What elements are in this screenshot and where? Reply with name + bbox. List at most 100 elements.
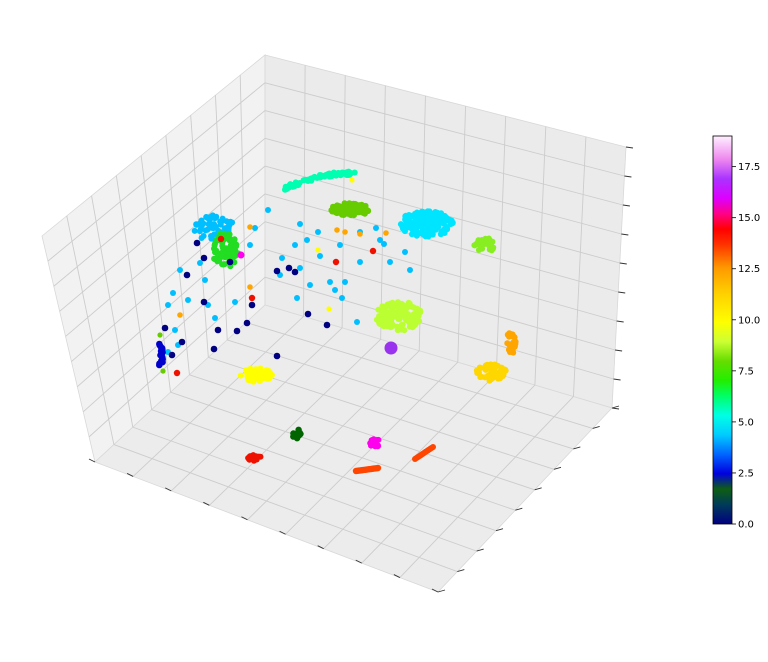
x-axis-tick <box>203 501 210 506</box>
scatter-point <box>296 180 303 186</box>
gridline-back-horizontal <box>264 276 614 380</box>
gridline-back-vertical <box>495 116 507 374</box>
z-axis-tick <box>622 204 630 207</box>
scatter-point <box>297 221 303 227</box>
scatter-point <box>361 203 368 210</box>
scatter-point <box>402 249 408 255</box>
scatter-point <box>247 453 253 460</box>
scatter-point <box>447 221 454 228</box>
scatter-point <box>374 442 381 449</box>
x-axis-tick <box>88 458 96 463</box>
x-axis-tick <box>431 588 439 593</box>
gridline-left-horizontal <box>65 165 266 337</box>
gridline-left-vertical <box>165 135 190 375</box>
scatter-point <box>387 259 393 265</box>
scatter-point <box>197 260 203 266</box>
scatter-point <box>369 247 377 255</box>
scatter-point <box>156 361 163 369</box>
scatter-point <box>217 221 224 228</box>
scatter-point <box>408 222 415 229</box>
scatter-point <box>379 303 386 310</box>
scatter-point <box>413 221 420 228</box>
scatter-point <box>304 237 310 243</box>
scatter-point <box>391 313 397 319</box>
scatter-point <box>263 367 270 374</box>
gridline-floor-x <box>247 350 420 521</box>
colorbar-tick-label: 17.5 <box>738 162 760 173</box>
y-axis-tick <box>573 446 581 450</box>
gridline-back-vertical <box>534 126 547 386</box>
colorbar-tick-label: 2.5 <box>738 468 754 479</box>
scatter-point <box>444 225 451 232</box>
z-axis-tick <box>616 320 624 323</box>
y-axis-tick <box>457 569 465 572</box>
gridline-floor-y <box>189 374 535 491</box>
colorbar-tick-label: 12.5 <box>738 264 760 275</box>
scatter-point <box>342 229 348 235</box>
scatter-point <box>332 258 340 266</box>
scatter-point <box>173 369 181 377</box>
scatter-point <box>343 169 350 176</box>
scatter-point <box>504 340 511 347</box>
x-axis-tick <box>165 487 172 492</box>
scatter-point <box>430 444 436 450</box>
scatter-point <box>279 255 285 261</box>
scatter-point <box>476 241 483 248</box>
scatter-point <box>212 224 219 231</box>
scatter-point <box>380 322 387 328</box>
scatter-point <box>216 257 223 264</box>
scatter-point <box>407 267 413 273</box>
scatter-point <box>497 375 504 382</box>
gridline-left-vertical <box>115 175 153 410</box>
scatter-point <box>170 290 176 296</box>
gridline-left-horizontal <box>59 137 266 312</box>
gridline-left-vertical <box>66 215 115 445</box>
scatter-point <box>265 207 271 213</box>
scatter-point <box>351 169 358 176</box>
scatter-point <box>289 183 296 190</box>
scatter-points <box>156 168 519 475</box>
gridline-floor-y <box>113 444 458 572</box>
scatter-point <box>197 226 204 232</box>
scatter-point <box>211 245 218 252</box>
scatter-point <box>424 208 431 215</box>
z-axis-tick <box>611 407 620 410</box>
z-axis-tick <box>621 233 629 236</box>
scatter-point <box>395 301 402 307</box>
scatter-point <box>410 311 417 318</box>
scatter-point <box>315 247 321 253</box>
scatter-point <box>333 210 340 217</box>
scatter-point <box>214 326 222 334</box>
scatter-point <box>260 375 267 381</box>
scatter-point <box>193 239 201 247</box>
scatter-point <box>257 367 264 374</box>
scatter-point <box>429 230 436 237</box>
scatter-point <box>273 267 281 275</box>
scatter-point <box>373 225 379 231</box>
x-axis-tick <box>355 559 362 564</box>
scatter-point <box>380 310 387 317</box>
scatter-point <box>510 339 517 345</box>
scatter-point <box>397 221 404 228</box>
x-axis-tick <box>126 473 134 477</box>
scatter-point <box>172 327 178 333</box>
scatter-point <box>511 343 518 350</box>
gridline-back-horizontal <box>264 110 624 206</box>
gridline-back-horizontal <box>264 193 619 293</box>
y-axis-tick <box>495 528 504 532</box>
scatter-point <box>474 370 481 376</box>
scatter-point <box>267 371 274 378</box>
colorbar: 0.0 2.5 5.0 7.5 10.0 12.5 15.0 17.5 <box>712 135 760 531</box>
scatter-point <box>433 210 440 217</box>
scatter-point <box>210 345 218 353</box>
gridline-left-vertical <box>239 75 247 323</box>
scatter-point <box>185 297 191 303</box>
scatter-point <box>402 212 409 219</box>
scatter-point <box>504 331 511 338</box>
scatter-point <box>406 300 413 307</box>
scatter-point <box>386 303 393 309</box>
gridline-floor-y <box>245 322 593 429</box>
scatter-point <box>232 299 238 305</box>
scatter-point <box>237 372 244 379</box>
scatter-point <box>168 351 176 359</box>
